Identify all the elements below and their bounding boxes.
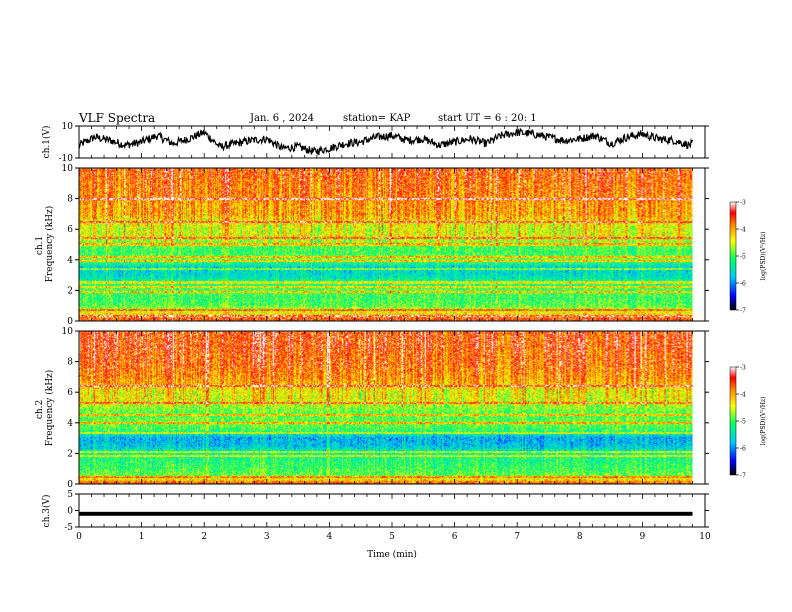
ch1s-ytick-label: 8	[67, 195, 73, 205]
ch1-spectrogram-image	[79, 168, 693, 321]
colorbar-tick-label: -4	[740, 227, 746, 234]
ch1-waveform-panel: -10 10 ch.1(V)	[41, 122, 709, 164]
ch2s-ytick-label: 2	[67, 449, 73, 459]
ch1-colorbar: -7 -6 -5 -4 -3 log(PSD)(V²/Hz)	[729, 200, 767, 315]
time-axis-tick-label: 8	[577, 532, 583, 542]
ch1s-ytick-label: 10	[62, 164, 74, 174]
colorbar-tick-label: -5	[740, 419, 746, 426]
colorbar-tick-label: -3	[740, 365, 746, 372]
ch2-colorbar-ticks: -7 -6 -5 -4 -3	[736, 365, 746, 480]
ch2-spectrogram-x-ticks	[78, 331, 706, 484]
ch2-colorbar-label: log(PSD)(V²/Hz)	[760, 397, 767, 446]
ch1s-ytick-label: 0	[67, 317, 73, 327]
time-axis-label: Time (min)	[367, 549, 417, 560]
ch1-spectrogram-ylabel: ch.1 Frequency (kHz)	[35, 206, 55, 283]
ch2-spectrogram-ylabel: ch.2 Frequency (kHz)	[35, 370, 55, 447]
ch1-ytick-label: 10	[62, 122, 74, 132]
time-axis-tick-label: 2	[201, 532, 207, 542]
time-axis-tick-label: 0	[76, 532, 82, 542]
ch3-waveform-panel: -505 0 1 2 3 4 5 6 7 8 9 10 Time (min) ch.3(V)	[41, 490, 711, 560]
time-axis-tick-label: 10	[699, 532, 711, 542]
ch1-spectrogram-ylabel-freq: Frequency (kHz)	[44, 206, 55, 283]
colorbar-tick-label: -6	[740, 446, 746, 453]
ch1-colorbar-gradient	[729, 201, 737, 311]
ch2-spectrogram-y-ticks: 0 2 4 6 8 10	[62, 327, 709, 490]
ch3-x-ticks	[78, 494, 706, 527]
ch1-spectrogram-panel: 0 2 4 6 8 10 ch.1 Frequency (kHz)	[35, 164, 709, 327]
colorbar-tick-label: -3	[740, 200, 746, 207]
ch2s-ytick-label: 10	[62, 327, 74, 337]
ch2-spectrogram-image	[79, 331, 693, 484]
colorbar-tick-label: -7	[740, 308, 746, 315]
figure-title: VLF Spectra	[79, 111, 156, 125]
time-axis-tick-label: 7	[514, 532, 520, 542]
colorbar-tick-label: -4	[740, 392, 746, 399]
ch3-ytick-label: -5	[64, 523, 73, 533]
ch2-colorbar-gradient	[729, 366, 737, 476]
ch3-ytick-label: 5	[67, 490, 73, 500]
colorbar-tick-label: -5	[740, 254, 746, 261]
time-axis-tick-label: 4	[327, 532, 333, 542]
ch2-spectrogram-ylabel-freq: Frequency (kHz)	[44, 370, 55, 447]
header-station: station= KAP	[343, 113, 411, 124]
time-axis-tick-label: 3	[264, 532, 270, 542]
time-axis-tick-labels: 0 1 2 3 4 5 6 7 8 9 10	[76, 532, 711, 542]
ch1s-ytick-label: 6	[67, 225, 73, 235]
time-axis-tick-label: 5	[389, 532, 395, 542]
time-axis-tick-label: 1	[139, 532, 145, 542]
header-date: Jan. 6 , 2024	[250, 113, 315, 124]
colorbar-tick-label: -6	[740, 281, 746, 288]
time-axis-tick-label: 9	[640, 532, 646, 542]
ch1-waveform-ylabel: ch.1(V)	[41, 126, 52, 159]
ch2-colorbar: -7 -6 -5 -4 -3 log(PSD)(V²/Hz)	[729, 365, 767, 480]
ch3-signal-band	[79, 511, 693, 516]
ch3-ytick-label: 0	[67, 507, 73, 517]
ch1-colorbar-ticks: -7 -6 -5 -4 -3	[736, 200, 746, 315]
ch3-waveform-ylabel: ch.3(V)	[41, 495, 52, 528]
ch2-spectrogram-ylabel-channel: ch.2	[35, 400, 45, 419]
ch2s-ytick-label: 0	[67, 480, 73, 490]
ch2s-ytick-label: 6	[67, 388, 73, 398]
ch1s-ytick-label: 2	[67, 286, 73, 296]
ch1-ytick-label: -10	[59, 154, 74, 164]
ch1s-ytick-label: 4	[67, 256, 73, 266]
ch2s-ytick-label: 4	[67, 419, 73, 429]
time-axis-tick-label: 6	[452, 532, 458, 542]
ch2-spectrogram-panel: 0 2 4 6 8 10 ch.2 Frequency (kHz)	[35, 327, 709, 490]
ch1-spectrogram-x-ticks	[78, 168, 706, 321]
ch1-colorbar-label: log(PSD)(V²/Hz)	[760, 232, 767, 281]
ch1-spectrogram-y-ticks: 0 2 4 6 8 10	[62, 164, 709, 327]
ch1-x-ticks	[78, 126, 706, 158]
ch3-y-ticks: -5 0 5	[64, 490, 709, 533]
ch1-spectrogram-ylabel-channel: ch.1	[35, 236, 45, 255]
header-start-ut: start UT = 6 : 20: 1	[438, 113, 537, 124]
ch1-y-ticks: -10 10	[59, 122, 709, 164]
colorbar-tick-label: -7	[740, 473, 746, 480]
ch2s-ytick-label: 8	[67, 358, 73, 368]
ch1-waveform-line	[78, 127, 694, 155]
